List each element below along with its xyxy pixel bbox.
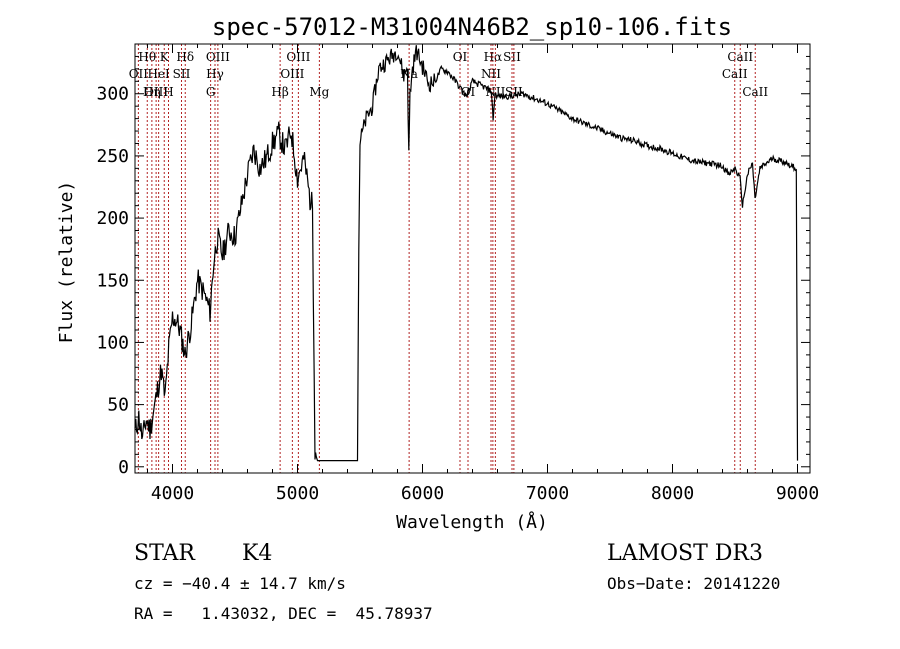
y-tick-label: 200 [96, 208, 129, 229]
line-label: OIII [280, 67, 304, 81]
line-label: Mg [309, 85, 329, 99]
line-label: CaII [742, 85, 768, 99]
y-tick-label: 100 [96, 332, 129, 353]
line-label: K [160, 50, 170, 64]
line-label: OIII [286, 50, 310, 64]
x-tick-label: 4000 [151, 483, 194, 504]
observation-date: Obs−Date: 20141220 [607, 574, 781, 593]
line-label: Hδ [176, 50, 194, 64]
line-label: Hθ [138, 50, 156, 64]
x-tick-label: 6000 [401, 483, 444, 504]
line-label: CaII [727, 50, 753, 64]
line-label: OIII [206, 50, 230, 64]
line-label: G [206, 85, 216, 99]
y-tick-label: 50 [107, 395, 129, 416]
y-tick-label: 150 [96, 270, 129, 291]
x-tick-label: 9000 [776, 483, 819, 504]
line-label: NII [481, 67, 501, 81]
x-axis-label: Wavelength (Å) [396, 511, 548, 533]
line-label: Hη [143, 85, 161, 99]
x-tick-label: 7000 [526, 483, 569, 504]
line-label: SII [505, 85, 523, 99]
survey-name: LAMOST DR3 [607, 541, 763, 566]
line-label: Hβ [271, 85, 288, 99]
object-class: STAR [134, 541, 195, 566]
y-tick-label: 0 [118, 457, 129, 478]
line-label: OII [129, 67, 149, 81]
plot-frame [134, 43, 811, 474]
line-label: Hα [484, 50, 503, 64]
line-label: CaII [722, 67, 748, 81]
spectral-line-markers: Hθ OII OIII K HeI Hη H Hδ SII OIII Hγ G Hβ OIII OIII Mg… [129, 44, 768, 473]
axis-ticks: 4000 5000 6000 7000 8000 9000 0 50 100 150 200 250 3… [96, 44, 819, 504]
line-label: H [163, 85, 173, 99]
y-tick-label: 300 [96, 84, 129, 105]
line-label: SII [503, 50, 521, 64]
coordinates-readout: RA = 1.43032, DEC = 45.78937 [134, 604, 433, 623]
x-tick-label: 8000 [651, 483, 694, 504]
line-label: HeI [147, 67, 170, 81]
object-subclass: K4 [242, 541, 273, 566]
line-label: SII [173, 67, 191, 81]
line-label: OIII [144, 85, 168, 99]
line-label: Hγ [206, 67, 224, 81]
line-label: OI [453, 50, 468, 64]
flux-series-line [134, 45, 799, 462]
x-tick-label: 5000 [276, 483, 319, 504]
y-axis-label: Flux (relative) [56, 181, 77, 344]
y-tick-label: 250 [96, 146, 129, 167]
redshift-readout: cz = −40.4 ± 14.7 km/s [134, 574, 346, 593]
chart-title: spec-57012-M31004N46B2_sp10-106.fits [212, 13, 732, 41]
